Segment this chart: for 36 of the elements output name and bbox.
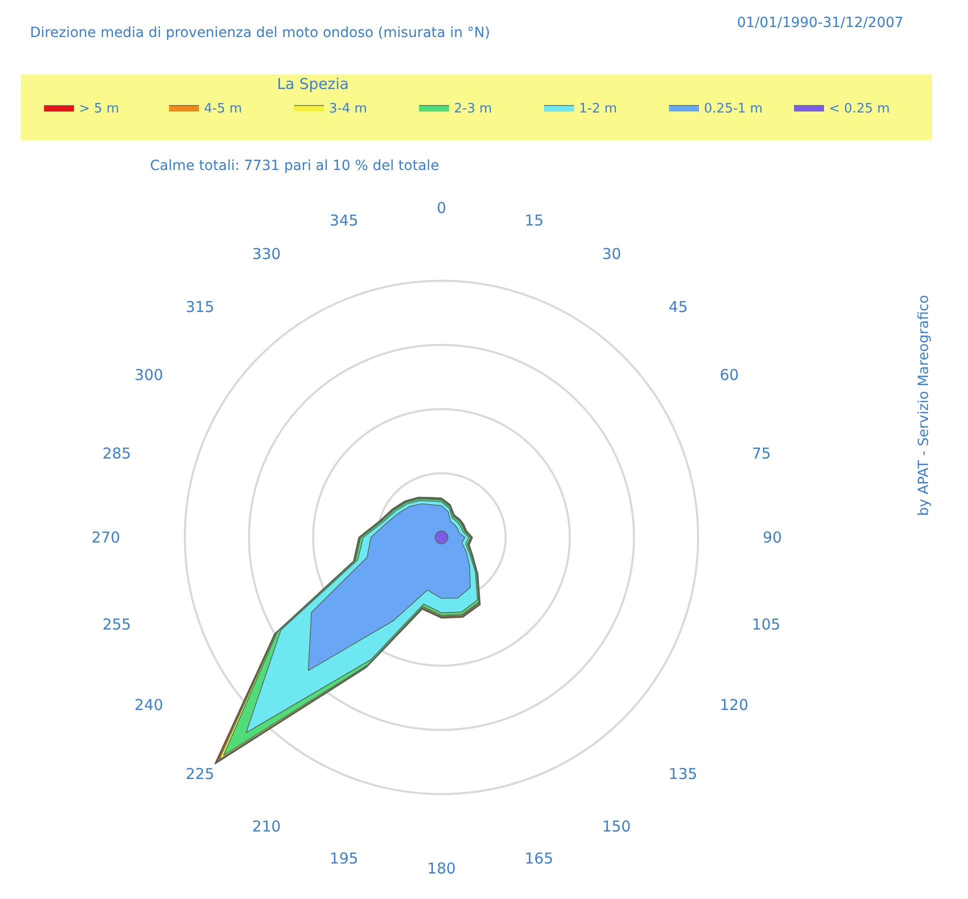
legend-label: 1-2 m: [579, 102, 618, 117]
chart-subtitle: Direzione media di provenienza del moto ondoso (misurata in °N): [30, 25, 490, 41]
spoke-label: 30: [602, 245, 622, 264]
legend-label: 3-4 m: [329, 102, 368, 117]
chart-title: La Spezia: [277, 75, 349, 93]
spoke-label: 255: [102, 616, 132, 634]
spoke-label: 180: [427, 860, 456, 878]
spoke-label: 45: [668, 298, 688, 316]
spoke-label: 165: [524, 850, 554, 868]
legend-label: 4-5 m: [204, 102, 242, 117]
text: by APAT - Servizio Mareografico: [916, 294, 932, 516]
spoke-label: 330: [252, 245, 281, 264]
spoke-label: 0: [436, 199, 446, 218]
spoke-label: 120: [720, 696, 748, 714]
spoke-label: 150: [602, 817, 631, 836]
spoke-label: 60: [720, 366, 739, 384]
spoke-label: 270: [91, 528, 120, 547]
spoke-label: 195: [330, 850, 358, 868]
legend-label: 0.25-1 m: [704, 102, 763, 117]
spoke-label: 285: [102, 444, 132, 463]
spoke-label: 240: [134, 696, 164, 714]
spoke-label: 135: [668, 764, 698, 783]
text: 01/01/1990-31/12/2007: [737, 15, 904, 31]
spoke-label: 315: [186, 298, 214, 316]
spoke-label: 90: [762, 528, 782, 547]
legend-label: 2-3 m: [454, 102, 492, 117]
text: Calme totali: 7731 pari al 10 % del totale: [150, 158, 440, 174]
legend-label: > 5 m: [79, 102, 120, 117]
spoke-label: 105: [752, 616, 780, 634]
spoke-label: 75: [752, 444, 771, 463]
spoke-label: 210: [252, 817, 281, 836]
legend-label: < 0.25 m: [829, 102, 890, 117]
spoke-label: 225: [186, 764, 214, 783]
spoke-label: 15: [524, 211, 544, 230]
spoke-label: 345: [330, 211, 358, 230]
spoke-label: 300: [134, 366, 164, 384]
